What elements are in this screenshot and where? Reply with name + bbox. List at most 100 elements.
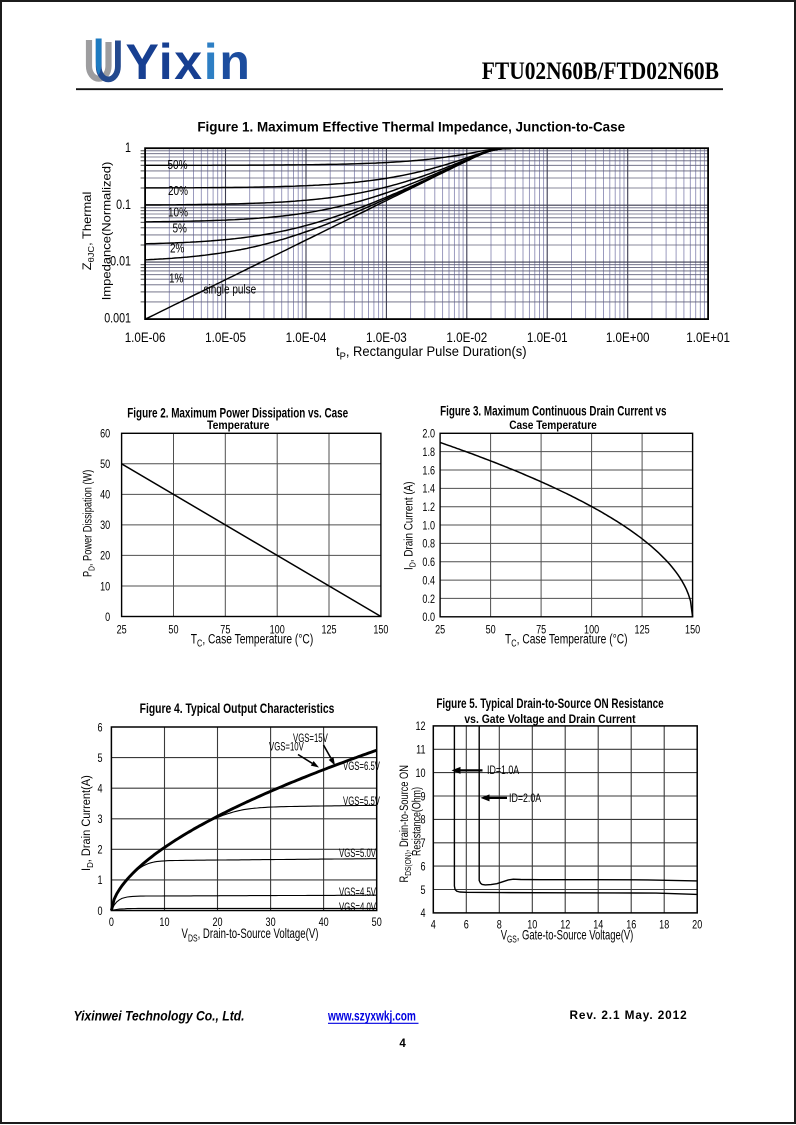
- svg-text:Resistance(Ohm): Resistance(Ohm): [410, 787, 424, 856]
- svg-text:4: 4: [97, 782, 102, 796]
- svg-text:1.0: 1.0: [422, 519, 435, 533]
- svg-text:Temperature: Temperature: [207, 419, 269, 432]
- svg-text:1: 1: [125, 140, 131, 155]
- svg-text:12: 12: [415, 720, 425, 734]
- svg-text:1.0E-01: 1.0E-01: [527, 330, 568, 345]
- svg-text:14: 14: [593, 918, 603, 932]
- svg-text:1.2: 1.2: [422, 501, 435, 515]
- svg-text:40: 40: [319, 916, 329, 930]
- svg-text:40: 40: [100, 488, 110, 502]
- svg-text:60: 60: [100, 427, 110, 441]
- svg-text:12: 12: [560, 918, 570, 932]
- svg-text:0.6: 0.6: [422, 556, 435, 570]
- svg-text:18: 18: [659, 918, 669, 932]
- svg-text:TC, Case Temperature (°C): TC, Case Temperature (°C): [191, 631, 314, 649]
- svg-text:ID=2.0A: ID=2.0A: [509, 793, 541, 805]
- svg-text:10: 10: [100, 580, 110, 594]
- svg-text:VGS=10V: VGS=10V: [269, 741, 304, 754]
- svg-text:0.8: 0.8: [422, 537, 435, 551]
- svg-text:75: 75: [220, 623, 230, 637]
- svg-text:20: 20: [212, 916, 222, 930]
- svg-text:1.4: 1.4: [422, 482, 435, 496]
- svg-text:20: 20: [692, 918, 702, 932]
- svg-text:0.001: 0.001: [104, 311, 131, 326]
- svg-text:10%: 10%: [168, 207, 188, 220]
- svg-text:Figure 5. Typical Drain-to-Sou: Figure 5. Typical Drain-to-Source ON Res…: [436, 696, 664, 712]
- svg-text:1: 1: [97, 874, 102, 888]
- svg-text:Yixinwei Technology Co., Ltd.: Yixinwei Technology Co., Ltd.: [74, 1008, 245, 1024]
- svg-text:VDS, Drain-to-Source Voltage(V: VDS, Drain-to-Source Voltage(V): [182, 927, 319, 944]
- svg-text:6: 6: [464, 918, 469, 932]
- svg-text:75: 75: [536, 623, 546, 637]
- svg-text:50: 50: [372, 916, 382, 930]
- svg-text:8: 8: [497, 918, 502, 932]
- svg-text:20%: 20%: [168, 185, 188, 198]
- svg-text:ZθJC, Thermal: ZθJC, Thermal: [81, 192, 96, 271]
- svg-text:11: 11: [416, 743, 425, 757]
- svg-text:single pulse: single pulse: [204, 283, 257, 296]
- svg-text:30: 30: [100, 519, 110, 533]
- svg-text:25: 25: [117, 623, 127, 637]
- svg-text:10: 10: [527, 918, 537, 932]
- svg-text:2.0: 2.0: [422, 427, 435, 441]
- svg-text:25: 25: [435, 623, 445, 637]
- svg-text:VGS=4.0V: VGS=4.0V: [339, 902, 376, 915]
- svg-text:TC, Case Temperature (°C): TC, Case Temperature (°C): [505, 631, 628, 649]
- svg-text:ID=1.0A: ID=1.0A: [487, 765, 519, 777]
- svg-text:125: 125: [635, 623, 650, 637]
- svg-text:Case Temperature: Case Temperature: [509, 419, 597, 432]
- svg-text:1.0E-06: 1.0E-06: [125, 330, 166, 345]
- svg-text:2: 2: [97, 843, 102, 857]
- svg-text:Impedance(Normalized): Impedance(Normalized): [100, 162, 113, 301]
- svg-text:www.szyxwkj.com: www.szyxwkj.com: [327, 1008, 416, 1024]
- svg-text:8: 8: [420, 813, 425, 827]
- svg-text:30: 30: [266, 916, 276, 930]
- svg-text:VGS=6.5V: VGS=6.5V: [343, 761, 380, 774]
- svg-text:ID, Drain Current(A): ID, Drain Current(A): [81, 775, 95, 871]
- svg-text:1.0E-04: 1.0E-04: [286, 330, 327, 345]
- svg-text:4: 4: [431, 918, 436, 932]
- svg-text:50: 50: [168, 623, 178, 637]
- svg-text:0.01: 0.01: [110, 254, 131, 269]
- svg-text:9: 9: [420, 790, 425, 804]
- svg-text:VGS=5.0V: VGS=5.0V: [339, 848, 376, 861]
- svg-text:0.1: 0.1: [116, 197, 131, 212]
- svg-text:PD, Power Dissipation (W): PD, Power Dissipation (W): [81, 470, 96, 577]
- svg-text:125: 125: [321, 623, 336, 637]
- svg-text:6: 6: [97, 721, 102, 735]
- svg-text:tP, Rectangular Pulse Duration: tP, Rectangular Pulse Duration(s): [336, 344, 527, 363]
- svg-text:1%: 1%: [169, 273, 183, 286]
- svg-text:6: 6: [420, 860, 425, 874]
- svg-text:0.4: 0.4: [422, 574, 435, 588]
- svg-text:FTU02N60B/FTD02N60B: FTU02N60B/FTD02N60B: [482, 58, 719, 86]
- svg-text:150: 150: [685, 623, 700, 637]
- svg-text:4: 4: [420, 907, 425, 921]
- svg-text:RDS(ON), Drain-to-Source ON: RDS(ON), Drain-to-Source ON: [398, 765, 413, 882]
- svg-text:0: 0: [97, 905, 102, 919]
- svg-text:Figure 3. Maximum Continuous D: Figure 3. Maximum Continuous Drain Curre…: [440, 403, 667, 419]
- svg-text:100: 100: [584, 623, 599, 637]
- svg-text:100: 100: [270, 623, 285, 637]
- svg-text:1.0E-02: 1.0E-02: [446, 330, 487, 345]
- svg-text:10: 10: [415, 767, 425, 781]
- svg-text:4: 4: [399, 1038, 406, 1050]
- svg-text:2%: 2%: [170, 242, 184, 255]
- svg-text:150: 150: [373, 623, 388, 637]
- svg-text:50: 50: [100, 458, 110, 472]
- svg-text:VGS=5.5V: VGS=5.5V: [343, 796, 380, 809]
- svg-text:Yixin: Yixin: [126, 34, 252, 90]
- svg-text:1.0E-05: 1.0E-05: [205, 330, 246, 345]
- svg-text:0: 0: [109, 916, 114, 930]
- svg-text:1.8: 1.8: [422, 446, 435, 460]
- svg-text:0.0: 0.0: [422, 611, 435, 625]
- svg-text:VGS=4.5V: VGS=4.5V: [339, 887, 376, 900]
- svg-text:5: 5: [97, 752, 102, 766]
- svg-text:1.0E+00: 1.0E+00: [606, 330, 650, 345]
- svg-text:7: 7: [420, 837, 425, 851]
- svg-text:Figure 4. Typical Output Chara: Figure 4. Typical Output Characteristics: [140, 701, 335, 717]
- svg-text:1.0E-03: 1.0E-03: [366, 330, 407, 345]
- svg-text:3: 3: [97, 813, 102, 827]
- svg-text:1.0E+01: 1.0E+01: [686, 330, 730, 345]
- svg-text:5: 5: [420, 884, 425, 898]
- svg-text:50%: 50%: [168, 159, 188, 172]
